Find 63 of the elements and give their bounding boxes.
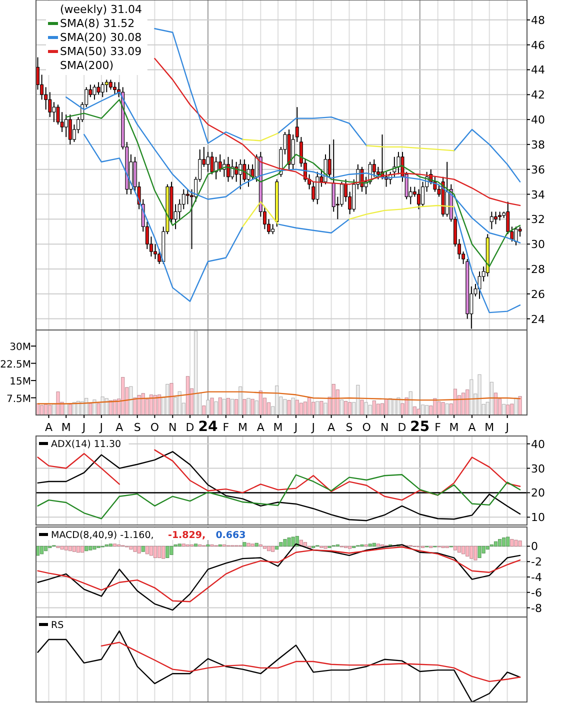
x-tick-label: O xyxy=(362,421,372,434)
x-tick-label: A xyxy=(468,421,476,434)
y-tick-label: 22.5M xyxy=(0,359,31,370)
annotation: SMA(200) xyxy=(60,59,114,72)
legend-label: MACD(8,40,9) -1.160, xyxy=(51,530,154,541)
y-tick-label: 30 xyxy=(531,462,545,476)
y-tick-label: 40 xyxy=(531,438,545,451)
y-tick-label: 7.5M xyxy=(6,394,31,405)
y-tick-label: 28 xyxy=(531,262,545,276)
y-tick-label: 38 xyxy=(531,138,545,152)
x-tick-label: A xyxy=(116,421,124,434)
y-tick-label: 44 xyxy=(531,64,545,77)
x-tick-label: A xyxy=(328,421,336,434)
x-tick-label: J xyxy=(504,421,509,434)
y-tick-label: 36 xyxy=(531,163,545,176)
y-tick-label: -8 xyxy=(531,602,542,615)
x-tick-label: D xyxy=(398,421,406,434)
x-tick-label: M xyxy=(484,421,494,434)
x-tick-label: F xyxy=(222,421,230,434)
legend-label: ADX(14) 11.30 xyxy=(51,439,122,450)
y-tick-label: 0 xyxy=(531,540,538,554)
y-tick-label: -2 xyxy=(531,556,542,569)
x-tick-label: M xyxy=(238,421,248,434)
annotation: 0.663 xyxy=(216,530,246,541)
y-tick-label: 42 xyxy=(531,88,545,102)
y-tick-label: 30M xyxy=(10,342,31,354)
x-tick-label: O xyxy=(150,421,160,434)
x-tick-label: A xyxy=(44,421,53,434)
y-tick-label: 32 xyxy=(531,213,545,226)
x-tick-label: F xyxy=(434,421,441,434)
y-tick-label: 48 xyxy=(531,14,545,27)
y-tick-label: 40 xyxy=(531,114,545,127)
x-tick-label: 25 xyxy=(410,419,430,435)
x-tick-label: J xyxy=(310,421,315,434)
x-tick-label: M xyxy=(449,421,459,434)
x-tick-label: S xyxy=(346,421,353,434)
y-tick-label: -4 xyxy=(531,571,542,584)
y-tick-label: 20 xyxy=(531,486,545,500)
x-tick-label: 24 xyxy=(198,419,218,435)
x-tick-label: N xyxy=(380,421,389,434)
x-tick-label: N xyxy=(168,421,177,434)
y-tick-label: 26 xyxy=(531,288,545,301)
x-tick-label: J xyxy=(98,421,104,434)
legend-label: SMA(8) 31.52 xyxy=(60,17,135,30)
x-tick-label: S xyxy=(134,421,141,434)
legend-label: RS xyxy=(51,620,64,631)
y-tick-label: 10 xyxy=(531,511,545,524)
y-tick-label: 34 xyxy=(531,188,545,202)
y-tick-label: -6 xyxy=(531,586,542,600)
legend-label: SMA(20) 30.08 xyxy=(60,31,142,44)
y-tick-label: 24 xyxy=(531,312,545,326)
x-tick-label: D xyxy=(186,421,194,434)
x-tick-label: M xyxy=(61,421,71,434)
x-tick-label: J xyxy=(293,421,298,434)
chart-title: (weekly) 31.04 xyxy=(60,3,142,16)
y-tick-label: 30 xyxy=(531,238,545,252)
x-tick-label: J xyxy=(81,421,86,434)
legend-label: SMA(50) 33.09 xyxy=(60,45,142,58)
y-tick-label: 46 xyxy=(531,38,545,52)
text: -1.829, xyxy=(168,530,206,541)
x-tick-label: M xyxy=(273,421,283,434)
x-tick-label: A xyxy=(256,421,265,434)
y-tick-label: 15M xyxy=(10,376,31,388)
